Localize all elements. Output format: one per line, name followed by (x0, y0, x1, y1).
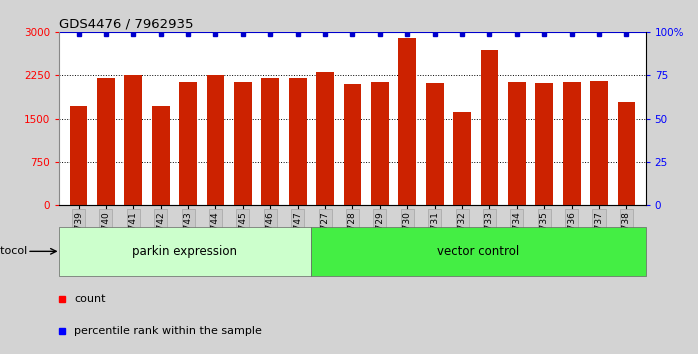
Text: percentile rank within the sample: percentile rank within the sample (74, 326, 262, 336)
Bar (289, 78, 306, 205)
Bar (371, 82, 389, 205)
Text: parkin expression: parkin expression (133, 245, 237, 258)
Text: vector control: vector control (437, 245, 519, 258)
Bar (316, 72, 334, 205)
Bar (234, 82, 252, 205)
Bar (97, 78, 114, 205)
Bar (563, 82, 581, 205)
Bar (453, 112, 471, 205)
Bar (207, 75, 224, 205)
Bar (481, 50, 498, 205)
Bar (618, 102, 635, 205)
Bar (179, 82, 197, 205)
Bar (426, 83, 444, 205)
Bar (591, 81, 608, 205)
Bar (508, 82, 526, 205)
Bar (343, 84, 362, 205)
Bar (261, 78, 279, 205)
Bar (399, 38, 416, 205)
Bar (311, 227, 646, 276)
Text: protocol: protocol (0, 246, 27, 256)
Bar (59, 227, 311, 276)
Bar (70, 106, 87, 205)
Text: GDS4476 / 7962935: GDS4476 / 7962935 (59, 18, 194, 31)
Bar (124, 75, 142, 205)
Bar (151, 106, 170, 205)
Bar (535, 83, 554, 205)
Text: count: count (74, 294, 105, 304)
